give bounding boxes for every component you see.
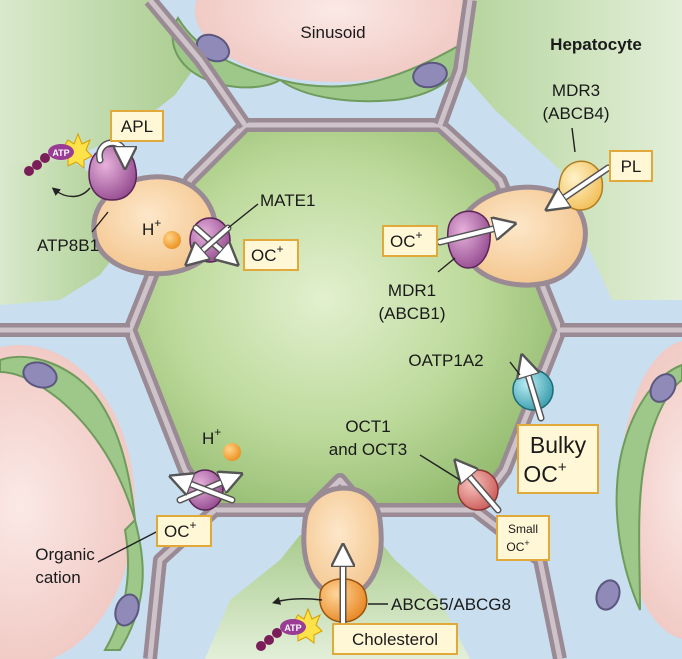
h-symbol: H [202,429,214,448]
atp-molecule-icon: ATP [256,607,323,651]
bulky-label: Bulky [530,432,587,458]
abcg-label: ABCG5/ABCG8 [391,595,511,614]
bulky-oc-symbol: OC [523,461,558,487]
atp-molecule-icon: ATP [24,132,93,176]
oct-transporter [458,468,502,514]
oc-symbol: OC [164,522,190,541]
oc-box-mdr1 [382,225,438,257]
oc-box-lower [156,515,212,547]
oc-plus-sign: + [190,518,197,532]
mdr3-label-line2: (ABCB4) [542,104,609,123]
h-plus-label-bottom: H+ [202,425,221,448]
apl-label: APL [121,117,153,136]
oc-symbol: OC [390,232,416,251]
apl-label-box [110,110,164,142]
oct-leader [419,454,461,481]
bulky-oc-box [517,424,599,494]
oc-plus-sign: + [416,228,423,242]
nucleus-icon [22,361,58,389]
h-plus-sign: + [214,425,221,439]
atp8b1-transporter [88,139,136,201]
small-label: Small [508,522,538,536]
mdr3-label-line1: MDR3 [552,81,600,100]
atp-release-arrow [51,187,91,198]
lower-left-exchanger [180,469,232,511]
atp8b1-label: ATP8B1 [37,236,99,255]
atp-release-arrow [271,596,323,605]
h-plus-ion-icon [223,443,241,461]
oatp1a2-leader [509,361,521,376]
small-plus-sign: + [524,538,529,548]
hepatocyte-label: Hepatocyte [550,35,642,54]
oc-label-mdr1: OC+ [390,228,423,251]
mdr3-transporter [555,160,612,210]
neighbor-hepatocyte-left [0,160,130,305]
neighbor-hepatocyte-top-left [0,0,200,165]
small-oc-symbol: OC [506,540,524,554]
mate1-leader [227,203,259,229]
oatp1a2-label: OATP1A2 [408,351,483,370]
nucleus-icon [595,579,621,611]
nucleus-icon [114,593,140,627]
oct-label-line1: OCT1 [345,417,390,436]
mdr1-transporter [436,210,505,269]
h-plus-sign: + [154,216,161,230]
oc-label-mate1: OC+ [251,242,284,265]
oc-plus-sign: + [277,242,284,256]
nucleus-icon [649,373,677,403]
sinusoid-label: Sinusoid [300,23,365,42]
bulky-oc-label: OC+ [523,459,567,487]
nucleus-icon [412,61,448,89]
mdr1-label-line1: MDR1 [388,281,436,300]
organic-label: Organic [35,545,95,564]
cation-label: cation [35,568,80,587]
organic-cation-leader [97,529,161,563]
h-plus-ion-icon [163,231,181,249]
cholesterol-label: Cholesterol [352,630,438,649]
mdr3-leader [571,127,576,153]
pl-label: PL [621,157,642,176]
atp8b1-leader [91,211,109,233]
atp-label: ATP [284,623,301,633]
bulky-plus-sign: + [558,459,567,476]
sinusoid-lumen-top [195,0,475,82]
oc-symbol: OC [251,246,277,265]
small-oc-box [496,515,550,561]
cholesterol-box [332,623,458,655]
mdr1-label-line2: (ABCB1) [378,304,445,323]
mate1-label: MATE1 [260,191,315,210]
mate1-transporter [190,217,230,262]
endothelial-cell-right [615,363,682,611]
pl-label-box [609,150,653,182]
h-symbol: H [142,220,154,239]
neighbor-hepatocyte-top-right [460,0,682,300]
oct-label-line2: and OCT3 [329,440,407,459]
oc-box-mate1 [243,239,299,271]
small-oc-label: OC+ [506,538,529,554]
oc-label-lower: OC+ [164,518,197,541]
h-plus-label-top: H+ [142,216,161,239]
mdr1-leader [437,257,456,273]
atp-label: ATP [52,148,69,158]
oatp1a2-transporter [512,365,554,422]
